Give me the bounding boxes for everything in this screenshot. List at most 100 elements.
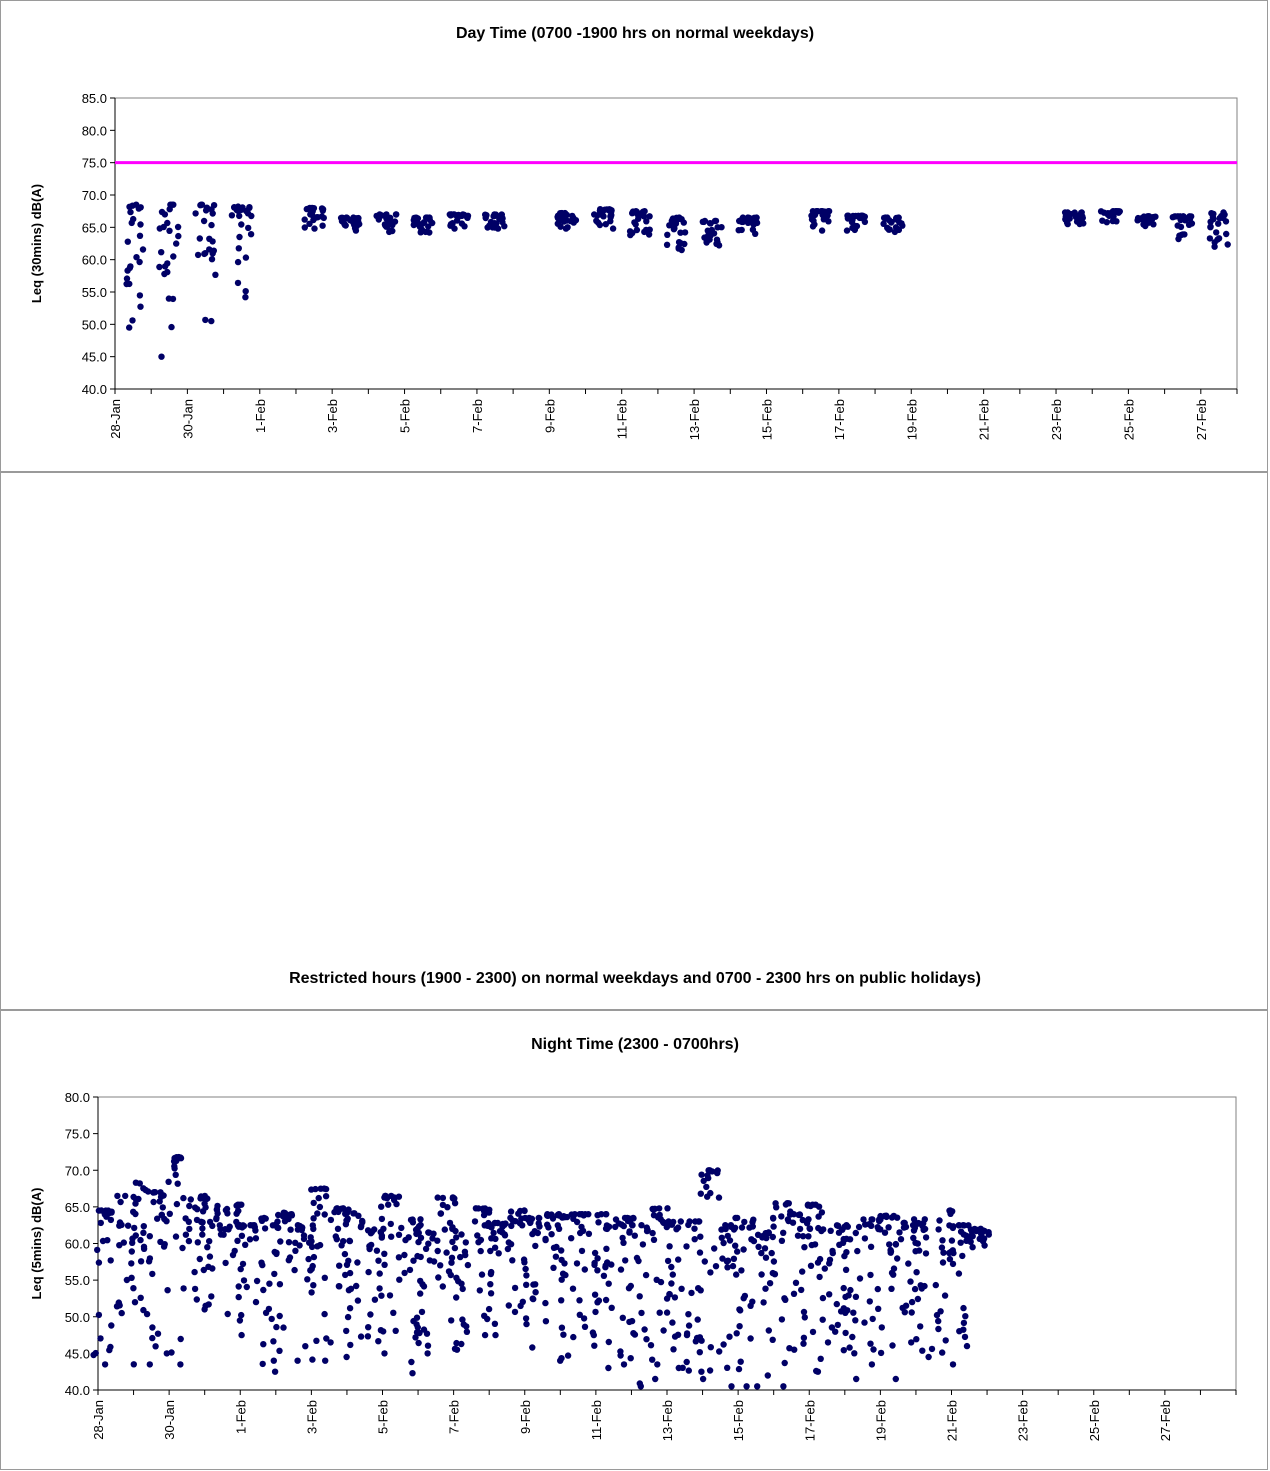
data-point [758,1271,765,1278]
data-point [376,1270,383,1277]
data-point [685,1322,693,1329]
data-point [730,1255,738,1262]
data-point [477,1247,484,1255]
data-point [619,1314,626,1321]
data-point [908,1339,915,1346]
data-point [711,1245,718,1252]
y-tick-label: 65.0 [65,1200,90,1215]
data-cluster [860,1216,885,1368]
x-tick-label: 28-Jan [91,1400,106,1440]
data-point [187,1196,194,1203]
data-point [949,1260,957,1268]
data-point [656,1309,663,1316]
data-point [936,1217,943,1224]
data-point [894,1255,901,1262]
data-point [719,1255,726,1262]
data-point [439,1194,447,1202]
data-point [300,1235,308,1243]
data-point [828,1324,836,1331]
data-point [213,1206,221,1213]
data-point [139,246,147,253]
data-point [960,1304,967,1312]
data-point [897,1236,905,1243]
data-point [736,1306,743,1313]
data-point [194,1206,201,1213]
data-point [205,1263,212,1270]
data-point [762,1285,769,1292]
restricted-hours-scatter-chart: Restricted hours (1900 - 2300) on normal… [289,970,981,987]
data-point [376,1285,383,1292]
data-point [157,1238,164,1246]
data-point [868,1361,876,1368]
data-point [608,207,615,214]
data-point [358,1222,365,1230]
data-point [554,220,561,227]
x-tick-label: 7-Feb [447,1400,462,1434]
data-cluster [554,209,580,232]
data-point [194,1239,201,1246]
data-point [670,1346,677,1353]
data-point [749,226,757,233]
data-point [180,1285,187,1292]
data-point [773,1204,780,1211]
data-point [114,1192,121,1200]
data-point [549,1215,557,1222]
data-point [852,1229,859,1237]
data-point [849,1333,856,1341]
data-point [942,1337,949,1344]
data-point [808,1241,815,1249]
data-point [365,1268,372,1276]
data-point [277,1238,284,1245]
data-point [673,1226,680,1233]
data-point [840,1305,847,1312]
data-point [275,1211,282,1219]
data-point [152,1343,159,1350]
data-point [800,1340,807,1347]
data-point [446,1219,454,1227]
data-point [877,1226,884,1233]
data-point [593,217,600,224]
data-point [580,1315,588,1322]
data-point [856,1275,864,1282]
data-point [534,1229,541,1237]
data-point [949,1224,957,1232]
day-time-scatter-chart: Day Time (0700 -1900 hrs on normal weekd… [29,25,1238,440]
data-point [912,1248,919,1255]
data-point [617,1348,624,1355]
data-cluster [768,1200,794,1390]
data-point [120,1239,128,1246]
data-point [313,1337,320,1344]
data-point [939,1259,947,1266]
data-point [437,1210,444,1217]
data-point [782,1201,790,1208]
data-point [646,213,653,220]
data-point [591,1342,598,1349]
data-point [753,219,761,227]
x-tick-label: 17-Feb [802,1400,817,1441]
data-point [1188,220,1196,227]
data-point [560,1213,567,1220]
data-point [343,1217,351,1224]
data-point [800,1308,808,1316]
data-point [354,1297,362,1304]
data-point [600,1272,608,1279]
data-point [736,1323,743,1330]
data-point [880,220,887,227]
data-point [885,1224,892,1231]
data-point [177,1335,184,1343]
data-point [703,1183,710,1191]
data-point [314,1210,321,1217]
data-cluster [591,206,617,232]
data-point [346,1237,354,1245]
data-point [132,1200,139,1207]
x-tick-label: 15-Feb [759,399,774,440]
data-point [415,1238,422,1246]
data-point [175,232,182,240]
data-point [343,1327,350,1335]
data-point [424,1342,432,1349]
data-point [107,1257,114,1264]
data-point [643,1336,650,1343]
data-point [666,1290,673,1298]
data-point [853,1375,860,1383]
data-point [542,1236,549,1244]
